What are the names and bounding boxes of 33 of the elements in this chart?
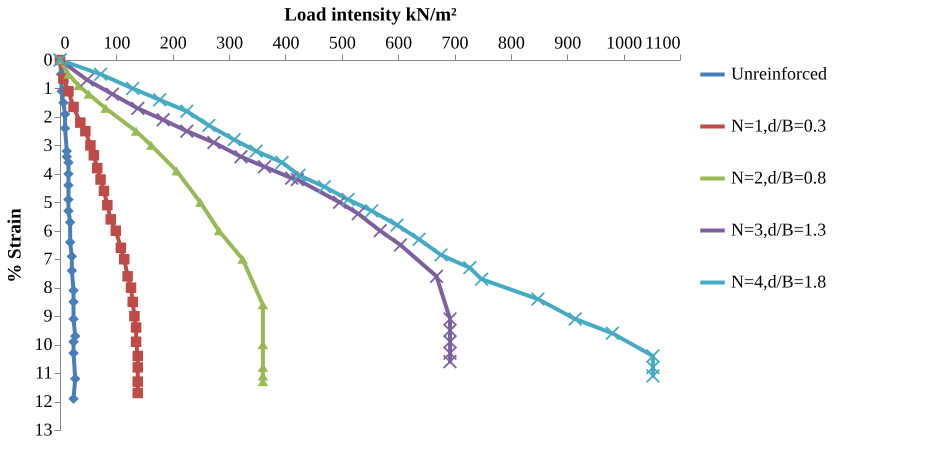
x-tick-label: 700 — [442, 32, 469, 52]
x-tick-label: 600 — [385, 32, 412, 52]
y-tick-label: 0 — [44, 50, 52, 70]
x-tick-label: 200 — [160, 32, 187, 52]
x-tick-label: 800 — [498, 32, 525, 52]
x-tick-label: 900 — [554, 32, 582, 52]
x-tick-label: 0 — [60, 32, 70, 52]
x-tick-label: 1000 — [606, 32, 642, 52]
y-tick-label: 2 — [44, 106, 52, 126]
legend-label: N=1,d/B=0.3 — [731, 116, 826, 136]
x-axis-title: Load intensity kN/m² — [284, 4, 458, 26]
y-tick-label: 1 — [44, 78, 52, 98]
y-axis-title: % Strain — [4, 208, 26, 283]
x-tick-label: 500 — [328, 32, 356, 52]
y-tick-label: 13 — [34, 420, 52, 440]
y-tick-label: 7 — [44, 248, 52, 269]
x-tick-label: 100 — [103, 32, 130, 52]
x-tick-label: 300 — [216, 32, 244, 52]
y-tick-label: 5 — [44, 192, 52, 212]
y-tick-label: 3 — [44, 134, 52, 155]
y-tick-label: 10 — [34, 334, 52, 354]
x-tick-label: 1100 — [645, 32, 680, 52]
y-tick-label: 8 — [44, 277, 52, 298]
legend-label: N=4,d/B=1.8 — [731, 272, 826, 292]
y-tick-label: 4 — [44, 163, 52, 184]
x-tick-label: 400 — [272, 32, 300, 52]
legend-label: N=2,d/B=0.8 — [731, 168, 826, 188]
legend-label: Unreinforced — [731, 64, 827, 84]
y-tick-label: 6 — [44, 220, 52, 240]
legend-label: N=3,d/B=1.3 — [731, 220, 826, 240]
y-tick-label: 9 — [44, 306, 52, 326]
y-tick-label: 12 — [34, 391, 52, 412]
y-tick-label: 11 — [35, 362, 52, 383]
